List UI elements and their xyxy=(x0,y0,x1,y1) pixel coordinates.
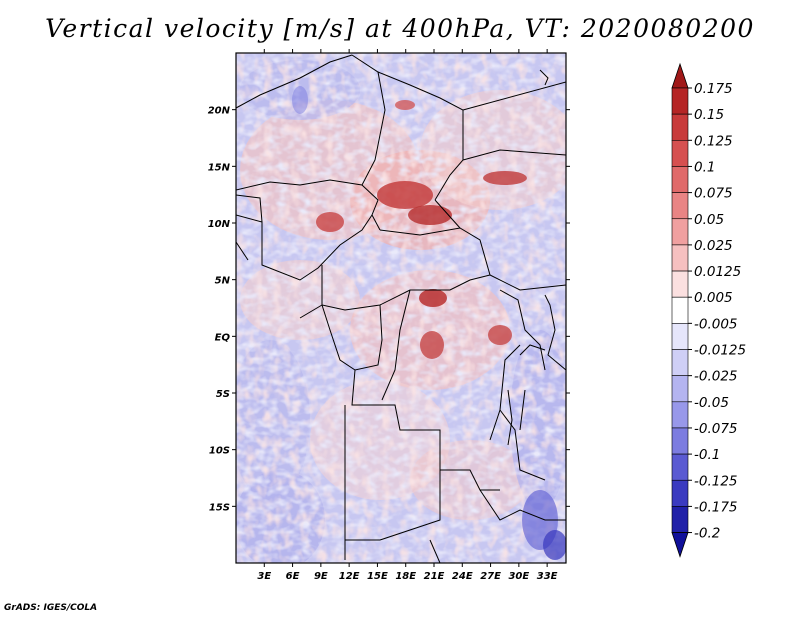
lon-tick-label: 33E xyxy=(537,571,558,582)
colorbar-top-triangle xyxy=(671,62,689,89)
lon-tick-label: 30E xyxy=(508,571,529,582)
map-title: Vertical velocity [m/s] at 400hPa, VT: 2… xyxy=(45,14,755,43)
colorbar-label: 0.0125 xyxy=(694,264,741,280)
colorbar-bottom-triangle xyxy=(671,532,689,558)
colorbar-swatch xyxy=(671,375,689,403)
latitude-ticks: 20N 15N 10N 5N EQ 5S 10S 15S xyxy=(208,106,570,513)
colorbar-label: -0.0125 xyxy=(694,343,746,359)
lon-tick-label: 15E xyxy=(367,571,388,582)
colorbar-label: -0.005 xyxy=(694,316,738,332)
lat-tick-label: 5S xyxy=(216,389,230,400)
colorbar-swatch xyxy=(671,113,689,141)
lon-tick-label: 12E xyxy=(339,571,360,582)
colorbar-label: 0.05 xyxy=(694,212,724,228)
colorbar-label: -0.075 xyxy=(694,421,738,437)
lat-tick-label: 15N xyxy=(208,162,231,173)
lon-tick-label: 3E xyxy=(257,571,271,582)
lat-tick-label: 10S xyxy=(209,446,230,457)
colorbar-label: -0.175 xyxy=(694,499,738,515)
colorbar-label: -0.025 xyxy=(694,369,738,385)
colorbar-label: 0.175 xyxy=(694,81,733,97)
lat-tick-label: 5N xyxy=(215,276,231,287)
lon-tick-label: 6E xyxy=(286,571,300,582)
colorbar-swatch xyxy=(671,349,689,376)
lon-tick-label: 18E xyxy=(395,571,416,582)
colorbar-swatch xyxy=(671,218,689,246)
lat-tick-label: EQ xyxy=(215,332,231,343)
colorbar-swatch xyxy=(671,401,689,429)
lat-tick-label: 15S xyxy=(209,502,230,513)
colorbar-swatch xyxy=(671,427,689,455)
colorbar-label: -0.1 xyxy=(694,447,720,463)
colorbar-swatch xyxy=(671,479,689,507)
colorbar-swatch xyxy=(671,140,689,167)
colorbar-label: 0.1 xyxy=(694,159,715,175)
lon-tick-label: 27E xyxy=(480,571,501,582)
lat-tick-label: 20N xyxy=(208,106,231,117)
colorbar-label: 0.025 xyxy=(694,238,733,254)
colorbar: 0.175 0.15 0.125 0.1 0.075 0.05 0.025 0.0125 0.0… xyxy=(671,62,746,558)
lat-tick-label: 10N xyxy=(208,219,231,230)
colorbar-swatch xyxy=(671,296,689,324)
colorbar-label: -0.05 xyxy=(694,395,729,411)
colorbar-label: 0.125 xyxy=(694,133,733,149)
colorbar-swatch xyxy=(671,192,689,220)
colorbar-label: 0.005 xyxy=(694,290,733,306)
lon-tick-label: 9E xyxy=(314,571,328,582)
colorbar-swatch xyxy=(671,506,689,533)
colorbar-label: -0.125 xyxy=(694,473,738,489)
lon-tick-label: 21E xyxy=(424,571,445,582)
colorbar-label: -0.2 xyxy=(694,526,720,542)
colorbar-swatch xyxy=(671,270,689,298)
colorbar-swatch xyxy=(671,323,689,350)
country-borders xyxy=(236,54,566,563)
colorbar-swatch xyxy=(671,453,689,481)
plot-frame xyxy=(235,52,567,564)
colorbar-swatch xyxy=(671,244,689,272)
colorbar-label: 0.075 xyxy=(694,186,733,202)
longitude-ticks: 3E 6E 9E 12E 15E 18E 21E 24E 27E 30E 33E xyxy=(257,49,558,582)
colorbar-label: 0.15 xyxy=(694,107,724,123)
lon-tick-label: 24E xyxy=(452,571,473,582)
credit-label: GrADS: IGES/COLA xyxy=(4,603,98,613)
colorbar-swatch xyxy=(671,166,689,193)
velocity-field xyxy=(236,53,566,563)
colorbar-swatch xyxy=(671,87,689,115)
